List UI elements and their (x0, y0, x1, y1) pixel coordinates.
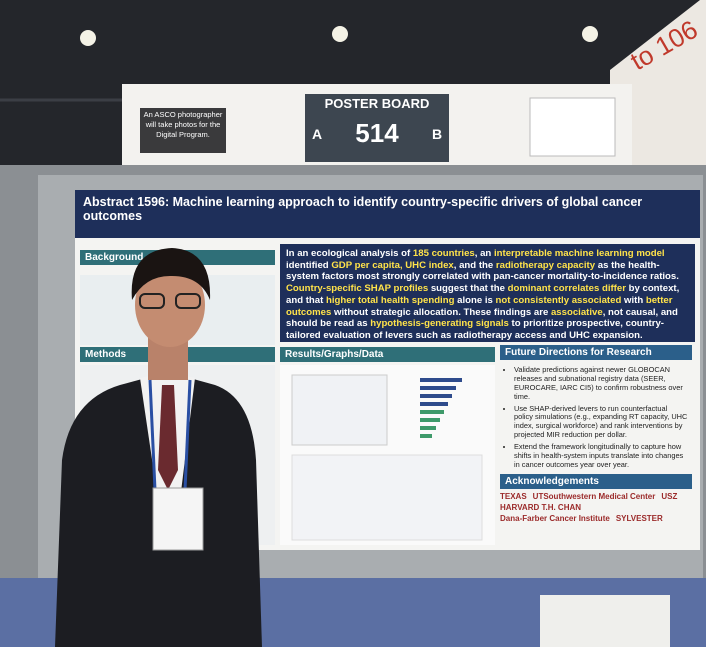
key-segment: , and the (453, 259, 496, 271)
logo: USZ (661, 492, 678, 501)
key-segment: better outcomes (286, 294, 673, 318)
key-segment: , an (474, 248, 494, 259)
side-label: A (312, 126, 323, 142)
key-segment: by context, and that (286, 283, 680, 306)
key-segment: interpretable machine learning model (493, 248, 665, 259)
section-header: Future Directions for Research (500, 345, 692, 360)
logo: TEXAS (500, 492, 527, 501)
section-header: Acknowledgements (500, 474, 692, 489)
key-segment: identified (286, 259, 332, 271)
logo: Dana-Farber Cancer Institute (500, 514, 610, 523)
key-segment: without strategic allocation. These find… (331, 306, 551, 318)
poster-title: Abstract 1596: Machine learning approach… (75, 190, 700, 238)
logo: HARVARD T.H. CHAN (500, 503, 582, 512)
key-segment: as the health-system factors most strong… (286, 259, 679, 283)
key-segment: 185 countries (412, 248, 475, 259)
key-segment: associative (550, 306, 603, 318)
key-segment: In an ecological analysis of (286, 248, 413, 259)
key-segment: suggest that the (428, 283, 508, 295)
key-segment: not consistently associated (495, 294, 622, 306)
section-header: Results/Graphs/Data (280, 347, 495, 362)
future-item: Extend the framework longitudinally to c… (514, 442, 688, 470)
key-segment: hypothesis-generating signals (370, 318, 509, 330)
logo: SYLVESTER (615, 514, 663, 523)
logo-grid: TEXAS UTSouthwestern Medical Center USZ HAR… (500, 492, 692, 523)
key-segment: radiotherapy capacity (495, 259, 596, 271)
key-segment: with (621, 294, 646, 306)
logo: UTSouthwestern Medical Center (532, 492, 656, 501)
key-segment: alone is (454, 294, 496, 306)
board-number: 514 (355, 118, 399, 148)
key-finding: In an ecological analysis of 185 countri… (280, 244, 695, 342)
photo-notice: An ASCO photographer will take photos fo… (143, 110, 223, 139)
future-item: Validate predictions against newer GLOBO… (514, 365, 688, 402)
key-segment: higher total health spending (325, 294, 455, 306)
key-segment: Country-specific SHAP profiles (286, 283, 429, 295)
key-segment: , not causal, and should be read as (286, 306, 678, 330)
key-segment: to prioritize prospective, country-tailo… (286, 318, 664, 341)
board-label: POSTER BOARD (324, 96, 430, 111)
key-segment: dominant correlates differ (507, 283, 626, 295)
future-list: Validate predictions against newer GLOBO… (500, 364, 692, 473)
side-label: B (432, 126, 443, 142)
future-item: Use SHAP-derived levers to run counterfa… (514, 404, 688, 441)
key-segment: GDP per capita, UHC index (331, 259, 454, 271)
